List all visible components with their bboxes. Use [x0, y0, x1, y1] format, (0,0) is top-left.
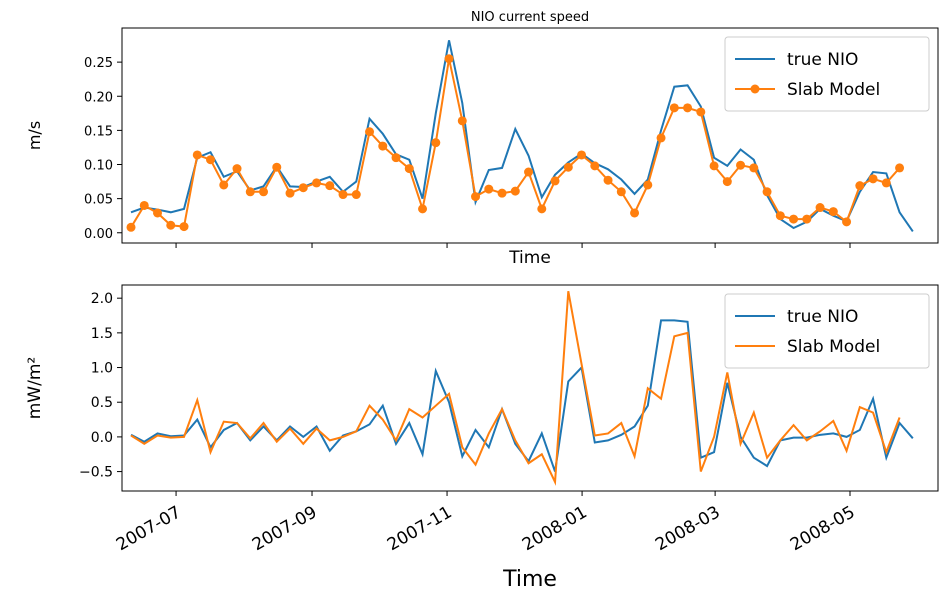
marker	[444, 54, 454, 64]
marker	[868, 174, 878, 184]
marker	[206, 155, 216, 165]
marker	[166, 220, 176, 230]
marker	[709, 161, 719, 171]
marker	[828, 207, 838, 217]
x-tick-label: 2008-03	[652, 502, 724, 555]
marker	[351, 190, 361, 200]
marker	[179, 222, 189, 232]
y-axis-label: mW/m²	[25, 357, 45, 419]
marker	[669, 103, 679, 113]
marker	[736, 160, 746, 170]
marker	[550, 176, 560, 186]
series-line	[130, 40, 914, 232]
x-tick-label: 2008-01	[519, 502, 591, 555]
y-tick-label: 0.05	[84, 193, 113, 208]
marker	[457, 116, 467, 126]
legend-label: true NIO	[787, 307, 858, 327]
x-axis-label: Time	[502, 567, 557, 589]
x-tick-label: 2008-05	[787, 502, 859, 555]
marker	[378, 141, 388, 151]
marker	[855, 181, 865, 191]
legend-box	[724, 293, 930, 369]
marker	[603, 175, 613, 185]
marker	[298, 183, 308, 193]
y-axis-label: m/s	[25, 121, 44, 150]
marker	[775, 211, 785, 221]
y-tick-label: 0.25	[84, 56, 113, 71]
marker	[749, 163, 759, 173]
marker	[762, 187, 772, 197]
legend-label: Slab Model	[787, 337, 880, 357]
legend-label: Slab Model	[787, 80, 880, 100]
marker	[616, 187, 626, 197]
legend-marker	[750, 84, 760, 94]
y-tick-label: 2.0	[91, 291, 113, 307]
marker	[524, 167, 534, 177]
marker	[471, 192, 481, 202]
marker	[245, 187, 255, 197]
marker	[126, 222, 136, 232]
marker	[656, 133, 666, 143]
marker	[722, 177, 732, 187]
marker	[365, 127, 375, 137]
x-tick-label: 2007-07	[113, 502, 185, 555]
marker	[577, 150, 587, 160]
marker	[259, 187, 269, 197]
y-tick-label: 0.00	[84, 227, 113, 242]
y-tick-label: −0.5	[79, 465, 113, 481]
marker	[404, 164, 414, 174]
marker	[696, 107, 706, 117]
y-tick-label: 1.0	[91, 361, 113, 377]
marker	[563, 162, 573, 172]
y-tick-label: 0.15	[84, 124, 113, 139]
marker	[643, 180, 653, 190]
y-tick-label: 1.5	[91, 326, 113, 342]
y-tick-label: 0.5	[91, 395, 113, 411]
marker	[510, 186, 520, 196]
marker	[815, 203, 825, 213]
marker	[139, 200, 149, 210]
legend-box	[724, 36, 930, 112]
x-axis-label: Time	[508, 248, 551, 268]
x-tick-label: 2007-09	[249, 502, 321, 555]
marker	[338, 190, 348, 200]
marker	[418, 204, 428, 214]
marker	[590, 161, 600, 171]
marker	[537, 204, 547, 214]
legend-label: true NIO	[787, 50, 858, 70]
marker	[895, 163, 905, 173]
marker	[881, 178, 891, 188]
marker	[312, 178, 322, 188]
marker	[484, 184, 494, 194]
marker	[285, 188, 295, 198]
marker	[219, 180, 229, 190]
chart-title: NIO current speed	[471, 10, 589, 25]
marker	[842, 217, 852, 227]
marker	[153, 208, 163, 218]
y-tick-label: 0.20	[84, 90, 113, 105]
marker	[630, 208, 640, 218]
series-line	[130, 291, 901, 486]
marker	[232, 164, 242, 174]
marker	[497, 188, 507, 198]
marker	[431, 138, 441, 148]
y-tick-label: 0.0	[91, 430, 113, 446]
marker	[391, 153, 401, 163]
marker	[192, 150, 202, 160]
marker	[683, 103, 693, 113]
marker	[272, 162, 282, 172]
marker	[789, 214, 799, 224]
marker	[325, 181, 335, 191]
marker	[802, 214, 812, 224]
y-tick-label: 0.10	[84, 159, 113, 174]
x-tick-label: 2007-11	[384, 502, 456, 555]
